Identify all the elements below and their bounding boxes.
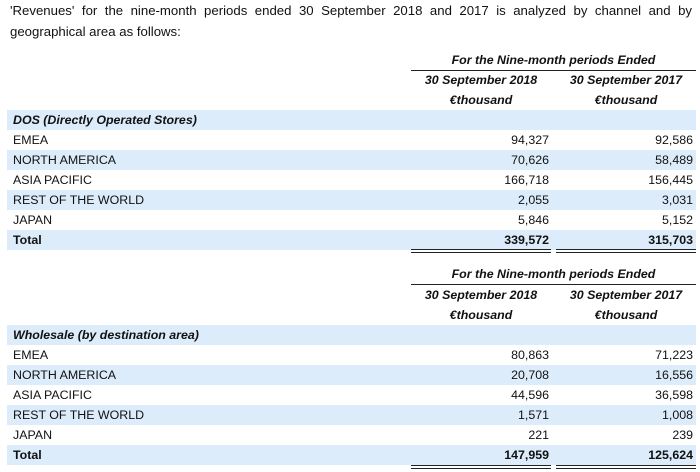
row-label: NORTH AMERICA (13, 368, 117, 382)
row-value-2018: 70,626 (511, 153, 549, 167)
table-row: NORTH AMERICA 70,626 58,489 (7, 150, 696, 170)
table-row: REST OF THE WORLD 2,055 3,031 (7, 190, 696, 210)
row-value-2017: 36,598 (655, 388, 693, 402)
wholesale-col-2017-label: 30 September 2017 (569, 288, 683, 302)
wholesale-col-2018-label: 30 September 2018 (424, 288, 538, 302)
table-row: ASIA PACIFIC 166,718 156,445 (7, 170, 696, 190)
row-label: JAPAN (13, 428, 53, 442)
row-value-2017: 156,445 (648, 173, 693, 187)
table-row: EMEA 94,327 92,586 (7, 130, 696, 150)
intro-paragraph: 'Revenues' for the nine-month periods en… (10, 3, 692, 39)
dos-total-row: Total 339,572 315,703 (7, 230, 696, 250)
row-value-2018: 1,571 (517, 408, 549, 422)
dos-total-double-rule-2018 (411, 249, 551, 253)
wholesale-total-row: Total 147,959 125,624 (7, 445, 696, 465)
total-value-2018: 147,959 (504, 448, 549, 462)
wholesale-section-title: Wholesale (by destination area) (13, 328, 199, 342)
dos-date-row: 30 September 2018 30 September 2017 (7, 70, 696, 90)
dos-col-2017-label: 30 September 2017 (569, 73, 683, 87)
row-value-2018: 2,055 (517, 193, 549, 207)
total-value-2017: 315,703 (648, 233, 693, 247)
row-value-2017: 3,031 (661, 193, 693, 207)
total-value-2017: 125,624 (648, 448, 693, 462)
table-row: JAPAN 5,846 5,152 (7, 210, 696, 230)
dos-col-2017-unit: €thousand (594, 93, 658, 107)
total-label: Total (13, 233, 42, 247)
row-label: REST OF THE WORLD (13, 408, 145, 422)
wholesale-header-rule (411, 284, 696, 285)
row-label: REST OF THE WORLD (13, 193, 145, 207)
wholesale-unit-row: €thousand €thousand (7, 305, 696, 325)
wholesale-col-2017-unit: €thousand (594, 308, 658, 322)
row-value-2017: 58,489 (655, 153, 693, 167)
table-row: ASIA PACIFIC 44,596 36,598 (7, 385, 696, 405)
row-value-2017: 92,586 (655, 133, 693, 147)
wholesale-col-2018-unit: €thousand (449, 308, 513, 322)
row-label: ASIA PACIFIC (13, 173, 92, 187)
row-value-2017: 239 (672, 428, 693, 442)
row-label: EMEA (13, 348, 49, 362)
dos-col-2018-label: 30 September 2018 (424, 73, 538, 87)
row-value-2018: 166,718 (504, 173, 549, 187)
wholesale-section-title-row: Wholesale (by destination area) (7, 325, 696, 345)
total-value-2018: 339,572 (504, 233, 549, 247)
dos-period-header: For the Nine-month periods Ended (451, 53, 656, 67)
table-row: JAPAN 221 239 (7, 425, 696, 445)
row-value-2018: 44,596 (511, 388, 549, 402)
table-row: NORTH AMERICA 20,708 16,556 (7, 365, 696, 385)
row-value-2017: 16,556 (655, 368, 693, 382)
row-label: EMEA (13, 133, 49, 147)
dos-section-title-row: DOS (Directly Operated Stores) (7, 110, 696, 130)
row-label: NORTH AMERICA (13, 153, 117, 167)
row-value-2018: 80,863 (511, 348, 549, 362)
row-value-2018: 5,846 (517, 213, 549, 227)
dos-unit-row: €thousand €thousand (7, 90, 696, 110)
wholesale-total-double-rule-2018 (411, 465, 551, 469)
row-value-2018: 94,327 (511, 133, 549, 147)
wholesale-period-header: For the Nine-month periods Ended (451, 267, 656, 281)
wholesale-total-double-rule-2017 (556, 465, 696, 469)
row-label: ASIA PACIFIC (13, 388, 92, 402)
row-value-2018: 20,708 (511, 368, 549, 382)
dos-section-title: DOS (Directly Operated Stores) (13, 113, 197, 127)
table-row: REST OF THE WORLD 1,571 1,008 (7, 405, 696, 425)
row-value-2017: 5,152 (661, 213, 693, 227)
wholesale-date-row: 30 September 2018 30 September 2017 (7, 285, 696, 305)
row-label: JAPAN (13, 213, 53, 227)
row-value-2017: 71,223 (655, 348, 693, 362)
wholesale-header-title-row: For the Nine-month periods Ended (7, 264, 696, 284)
row-value-2017: 1,008 (661, 408, 693, 422)
table-row: EMEA 80,863 71,223 (7, 345, 696, 365)
dos-col-2018-unit: €thousand (449, 93, 513, 107)
dos-header-rule (411, 70, 696, 71)
total-label: Total (13, 448, 42, 462)
dos-header-title-row: For the Nine-month periods Ended (7, 50, 696, 70)
row-value-2018: 221 (528, 428, 549, 442)
dos-total-double-rule-2017 (556, 249, 696, 253)
